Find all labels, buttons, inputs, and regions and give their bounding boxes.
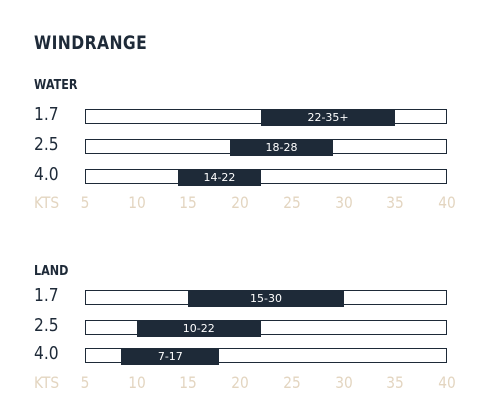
range-track: 14-22 — [85, 169, 447, 186]
axis-tick-label: 25 — [283, 373, 301, 392]
range-bar: 22-35+ — [260, 109, 396, 126]
axis-tick-label: 10 — [127, 373, 146, 392]
range-track: 22-35+ — [85, 109, 447, 126]
range-track: 15-30 — [85, 290, 447, 307]
axis-unit-label: KTS — [34, 193, 60, 212]
axis-tick-label: 10 — [127, 193, 146, 212]
kite-size-label: 1.7 — [34, 285, 59, 306]
axis-tick-label: 40 — [438, 193, 456, 212]
axis-tick-label: 5 — [80, 193, 90, 212]
axis-unit-label: KTS — [34, 373, 60, 392]
axis-tick-label: 30 — [334, 373, 353, 392]
axis-tick-label: 20 — [231, 193, 249, 212]
range-bar: 18-28 — [229, 139, 334, 156]
axis-tick-label: 40 — [438, 373, 456, 392]
axis-tick-label: 5 — [80, 373, 90, 392]
axis-tick-label: 25 — [283, 193, 301, 212]
axis-tick-label: 15 — [179, 193, 198, 212]
range-bar: 14-22 — [178, 169, 261, 186]
axis-tick-label: 35 — [386, 373, 405, 392]
kite-size-label: 4.0 — [34, 343, 59, 364]
axis-tick-label: 35 — [386, 193, 405, 212]
kite-size-label: 1.7 — [34, 104, 59, 125]
chart-title: WINDRANGE — [34, 32, 148, 54]
axis-tick-label: 30 — [334, 193, 353, 212]
kite-size-label: 4.0 — [34, 164, 59, 185]
section-label: WATER — [34, 78, 78, 93]
axis-tick-label: 20 — [231, 373, 249, 392]
range-bar: 7-17 — [121, 348, 220, 365]
range-track: 10-22 — [85, 320, 447, 337]
section-label: LAND — [34, 264, 69, 279]
range-bar: 10-22 — [136, 320, 261, 337]
range-track: 7-17 — [85, 348, 447, 365]
axis-tick-label: 15 — [179, 373, 198, 392]
kite-size-label: 2.5 — [34, 134, 59, 155]
range-bar: 15-30 — [188, 290, 344, 307]
kite-size-label: 2.5 — [34, 315, 59, 336]
range-track: 18-28 — [85, 139, 447, 156]
